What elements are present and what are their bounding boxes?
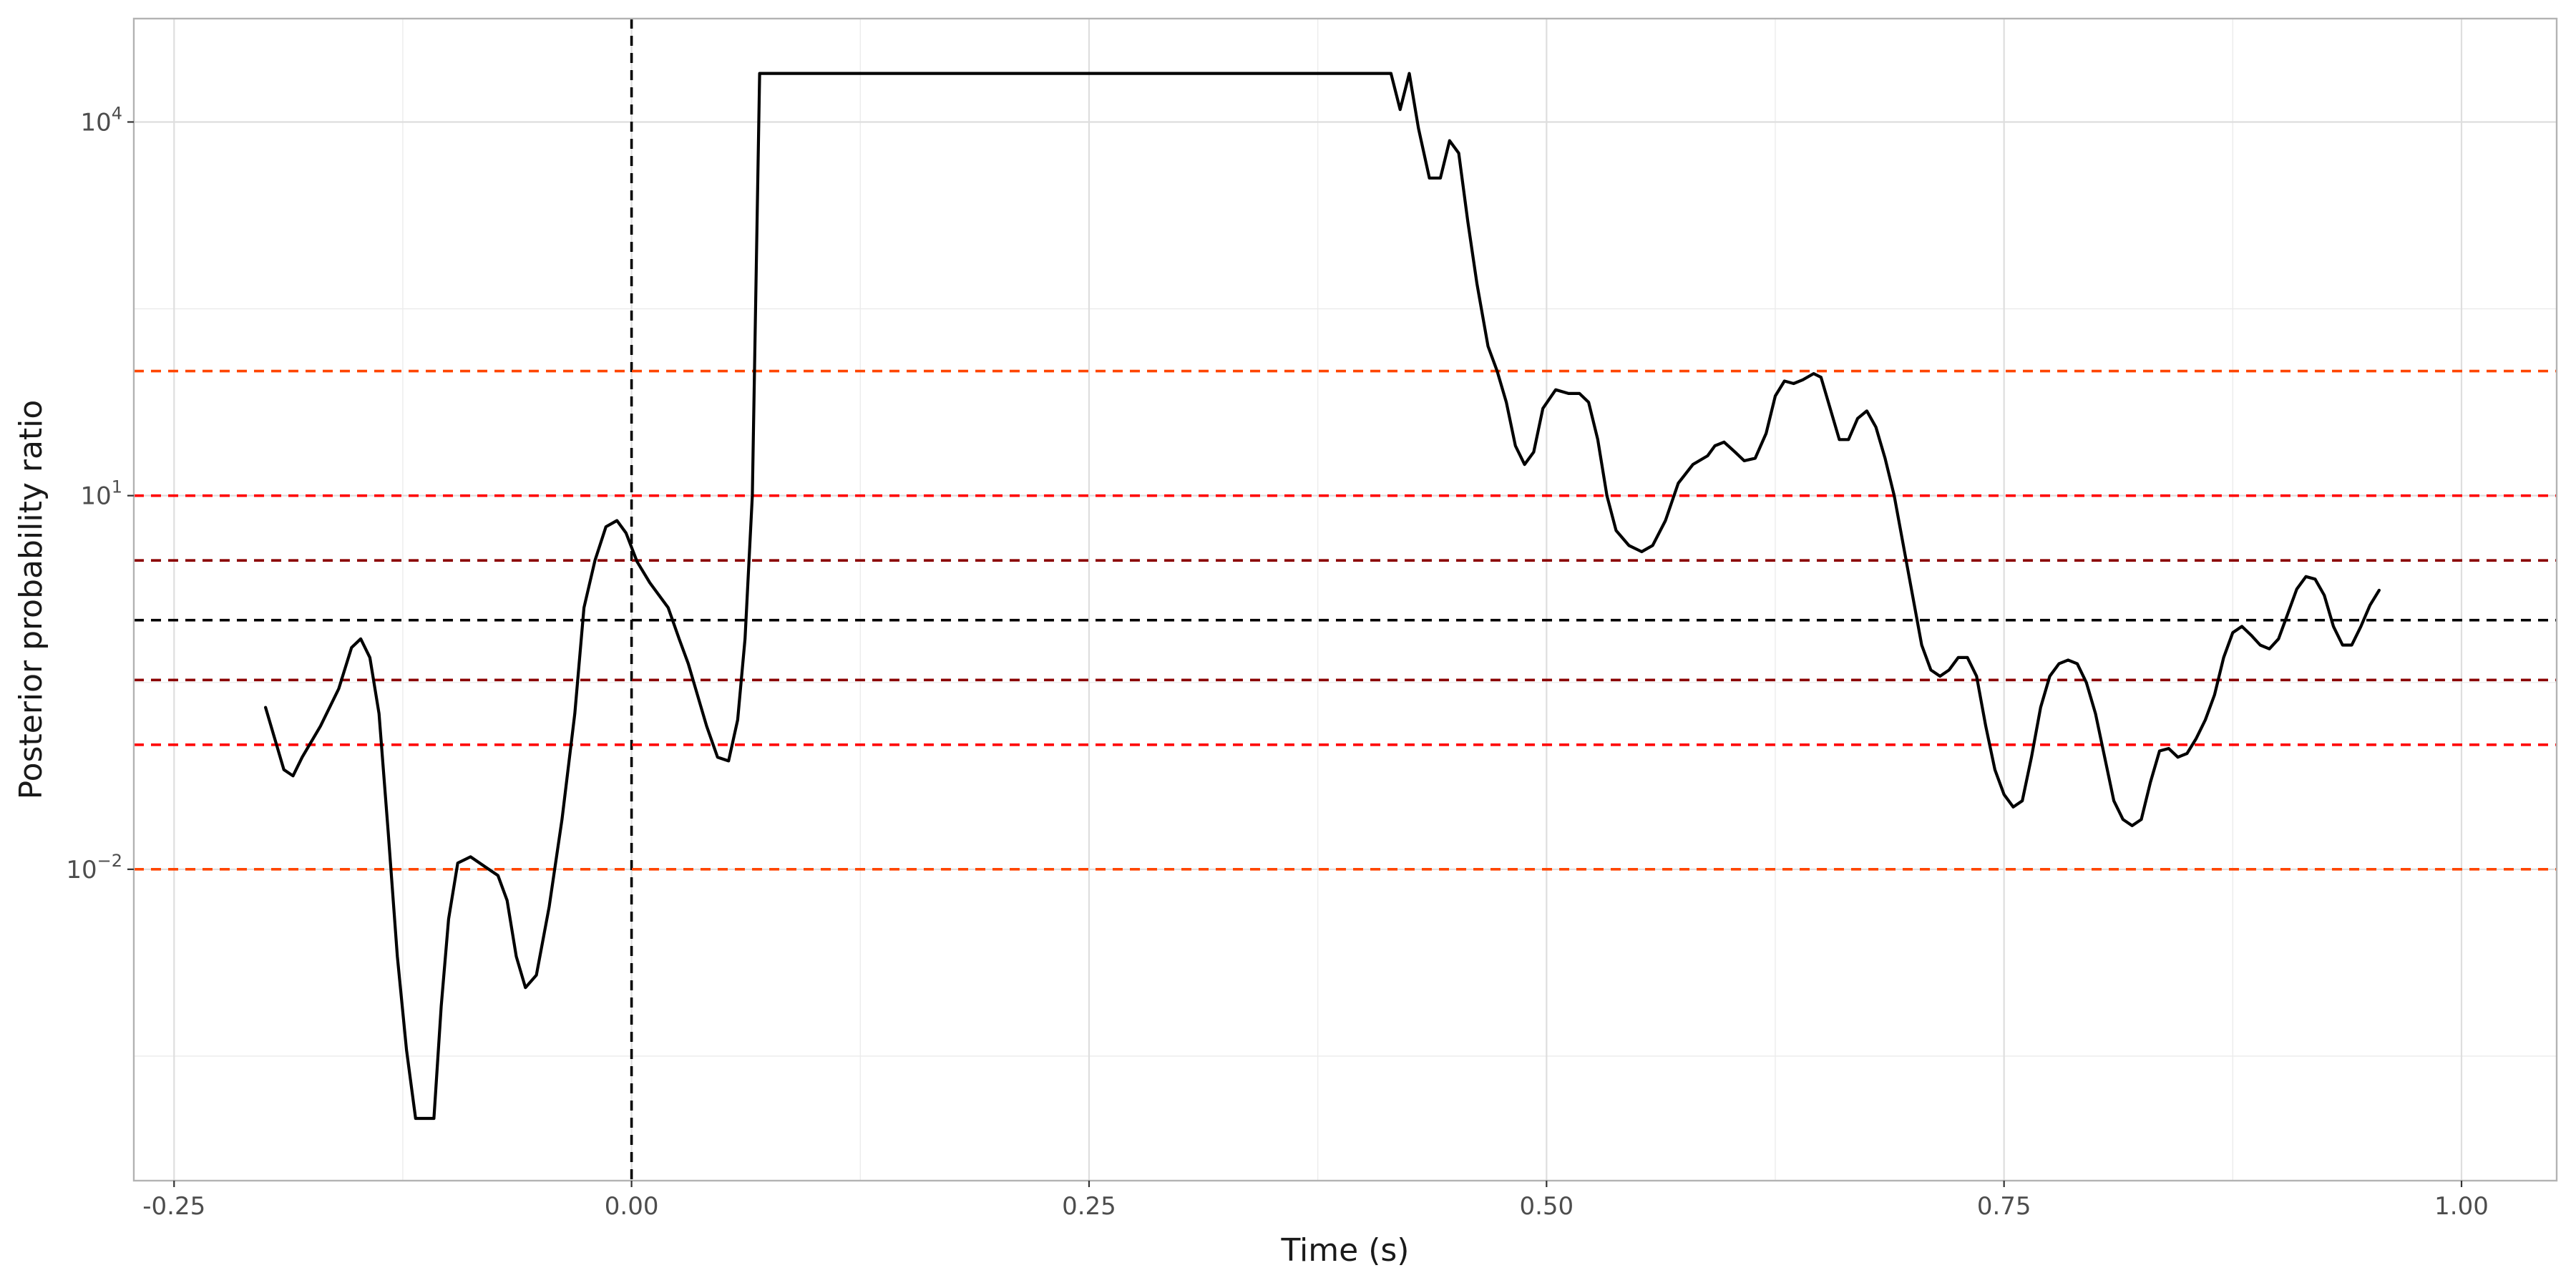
plot-panel <box>134 19 2557 1181</box>
x-axis: -0.25 0.00 0.25 0.50 0.75 1.00 <box>142 1181 2489 1221</box>
y-axis-title: Posterior probability ratio <box>13 400 49 800</box>
x-tick-label: 0.25 <box>1062 1192 1116 1221</box>
x-axis-title: Time (s) <box>1281 1232 1410 1269</box>
y-tick-label: 101 <box>80 477 122 511</box>
x-tick-label: 0.00 <box>605 1192 659 1221</box>
series-line <box>264 72 2381 1121</box>
series-layer <box>264 72 2381 1121</box>
y-tick-label: 10−2 <box>66 851 122 884</box>
x-tick-label: -0.25 <box>142 1192 205 1221</box>
x-tick-label: 0.50 <box>1519 1192 1574 1221</box>
x-tick-label: 0.75 <box>1977 1192 2031 1221</box>
y-tick-label: 104 <box>80 103 122 137</box>
x-tick-label: 1.00 <box>2434 1192 2489 1221</box>
reference-lines <box>134 19 2557 1181</box>
plot-border <box>132 17 2558 1182</box>
y-axis: 104 101 10−2 <box>66 103 134 884</box>
